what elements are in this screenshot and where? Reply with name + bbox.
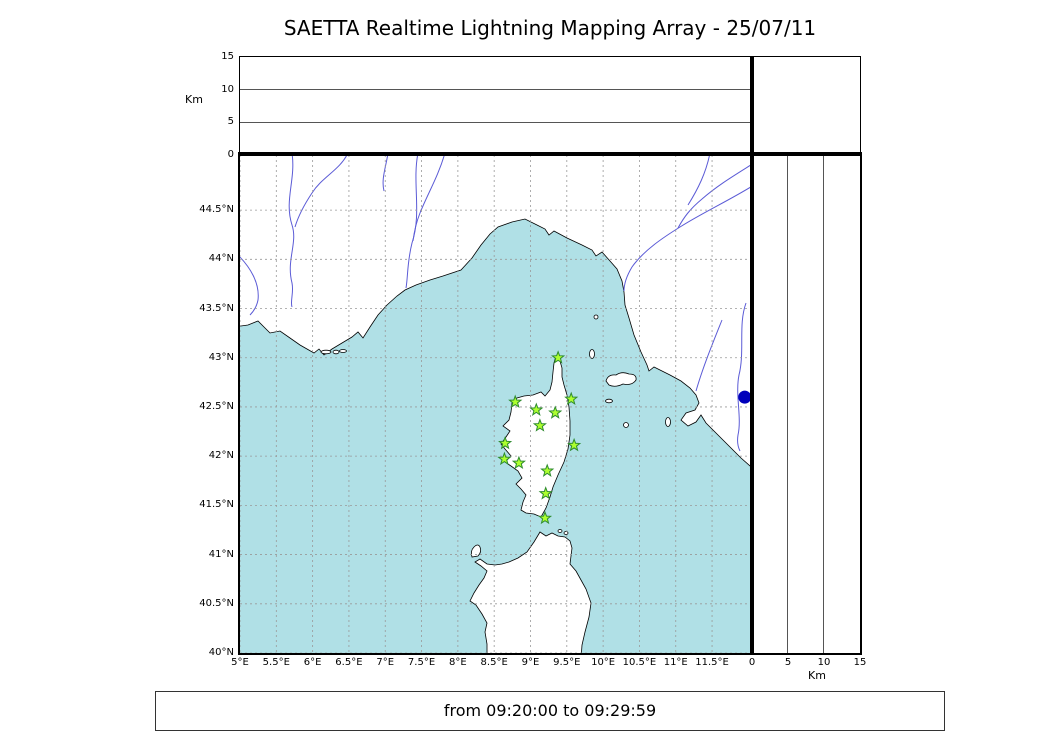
altitude-histogram-corner-panel: [751, 56, 861, 156]
station-marker: [498, 436, 513, 450]
montecristo-island: [623, 422, 629, 428]
time-range-caption: from 09:20:00 to 09:29:59: [443, 701, 657, 720]
pianosa-island: [605, 398, 613, 404]
station-marker: [540, 463, 555, 477]
lon-tick-label: 9°E: [521, 657, 540, 668]
altitude-axis-label-bottom: Km: [808, 669, 826, 682]
lake-bolsena-point: [738, 390, 752, 404]
vertical-divider-line: [750, 56, 754, 655]
latitude-axis-ticks: 44.5°N 44°N 43.5°N 43°N 42.5°N 42°N 41.5°N 41°N…: [160, 155, 234, 658]
river: [240, 256, 259, 316]
km-axis-ticks-bottom: 0 5 10 15: [748, 657, 867, 671]
km-tick-label: 5: [784, 657, 792, 668]
lon-tick-label: 11°E: [663, 657, 688, 668]
altitude-gridline: [240, 89, 752, 91]
lon-tick-label: 11.5°E: [695, 657, 729, 668]
station-marker: [564, 391, 579, 406]
corsica-island: [500, 355, 571, 518]
map-svg: [240, 155, 752, 653]
horizontal-divider-line: [238, 152, 862, 156]
river: [687, 155, 711, 206]
maddalena-islet-2: [563, 531, 569, 535]
levant-island: [339, 349, 347, 353]
mainland-france-italy-coast: [240, 155, 752, 469]
river: [412, 155, 445, 242]
elba-island: [605, 372, 637, 387]
station-marker: [497, 451, 512, 466]
river: [405, 155, 419, 289]
lon-tick-label: 5.5°E: [262, 657, 290, 668]
gorgona-island: [593, 314, 599, 320]
maddalena-islet-1: [557, 529, 563, 533]
lon-tick-label: 7.5°E: [407, 657, 436, 668]
altitude-axis-ticks: 0 5 10 15: [196, 51, 234, 160]
lat-tick-label: 40°N: [208, 647, 234, 658]
station-marker: [508, 394, 523, 409]
lat-tick-label: 44°N: [208, 253, 234, 265]
lon-tick-label: 8°E: [449, 657, 467, 668]
altitude-tick-label: 10: [221, 83, 234, 95]
altitude-gridline: [822, 155, 824, 653]
river: [288, 155, 295, 308]
asinara-island: [470, 544, 482, 558]
lat-tick-label: 42°N: [208, 450, 234, 462]
station-marker: [537, 510, 553, 525]
km-tick-label: 15: [853, 657, 867, 668]
lat-tick-label: 42.5°N: [199, 400, 234, 412]
river: [382, 155, 389, 192]
altitude-gridline: [787, 155, 789, 653]
lon-tick-label: 7°E: [376, 657, 395, 668]
lat-tick-label: 41°N: [208, 548, 234, 560]
station-marker: [551, 350, 566, 364]
altitude-axis-label-top: Km: [185, 93, 203, 106]
lat-tick-label: 43°N: [208, 351, 234, 363]
lat-tick-label: 40.5°N: [199, 597, 234, 609]
river: [294, 155, 348, 228]
altitude-gridline: [240, 121, 752, 123]
lon-tick-label: 6°E: [303, 657, 322, 668]
lat-tick-label: 43.5°N: [199, 302, 234, 314]
river: [677, 163, 752, 229]
sardinia-island: [469, 531, 592, 653]
river: [623, 185, 752, 292]
porquerolles-island: [320, 349, 332, 355]
lat-tick-label: 41.5°N: [199, 499, 234, 511]
river: [737, 302, 747, 452]
lon-tick-label: 9.5°E: [553, 657, 581, 668]
rivers-layer: [240, 155, 752, 452]
time-range-caption-box: from 09:20:00 to 09:29:59: [155, 691, 945, 731]
giglio-island: [665, 417, 671, 427]
station-marker: [538, 486, 553, 500]
km-tick-label: 10: [817, 657, 831, 668]
longitude-axis-ticks: 5°E 5.5°E 6°E 6.5°E 7°E 7.5°E 8°E 8.5°E 9°E 9.5°E…: [231, 657, 752, 671]
altitude-tick-label: 15: [221, 51, 234, 62]
graticule-gridlines: [240, 155, 752, 653]
port-cros-island: [332, 349, 340, 355]
altitude-tick-label: 5: [227, 116, 234, 128]
station-marker: [529, 402, 544, 416]
station-marker: [567, 437, 582, 452]
lon-tick-label: 6.5°E: [335, 657, 363, 668]
station-marker: [511, 455, 526, 470]
station-marker: [532, 418, 547, 432]
lma-station-markers: [497, 350, 582, 525]
capraia-island: [589, 349, 595, 359]
km-tick-label: 0: [748, 657, 756, 668]
lon-tick-label: 10.5°E: [622, 657, 657, 668]
altitude-time-panel: [239, 56, 753, 156]
map-panel: [238, 153, 754, 655]
land-layer: [240, 155, 752, 653]
lon-tick-label: 8.5°E: [480, 657, 508, 668]
lon-tick-label: 5°E: [231, 657, 249, 668]
station-marker: [548, 405, 563, 419]
river: [695, 319, 723, 392]
lat-tick-label: 44.5°N: [199, 204, 234, 216]
altitude-latitude-panel: [750, 153, 862, 655]
altitude-tick-label: 0: [227, 149, 234, 160]
chart-title: SAETTA Realtime Lightning Mapping Array …: [283, 16, 817, 40]
lon-tick-label: 10°E: [591, 657, 616, 668]
